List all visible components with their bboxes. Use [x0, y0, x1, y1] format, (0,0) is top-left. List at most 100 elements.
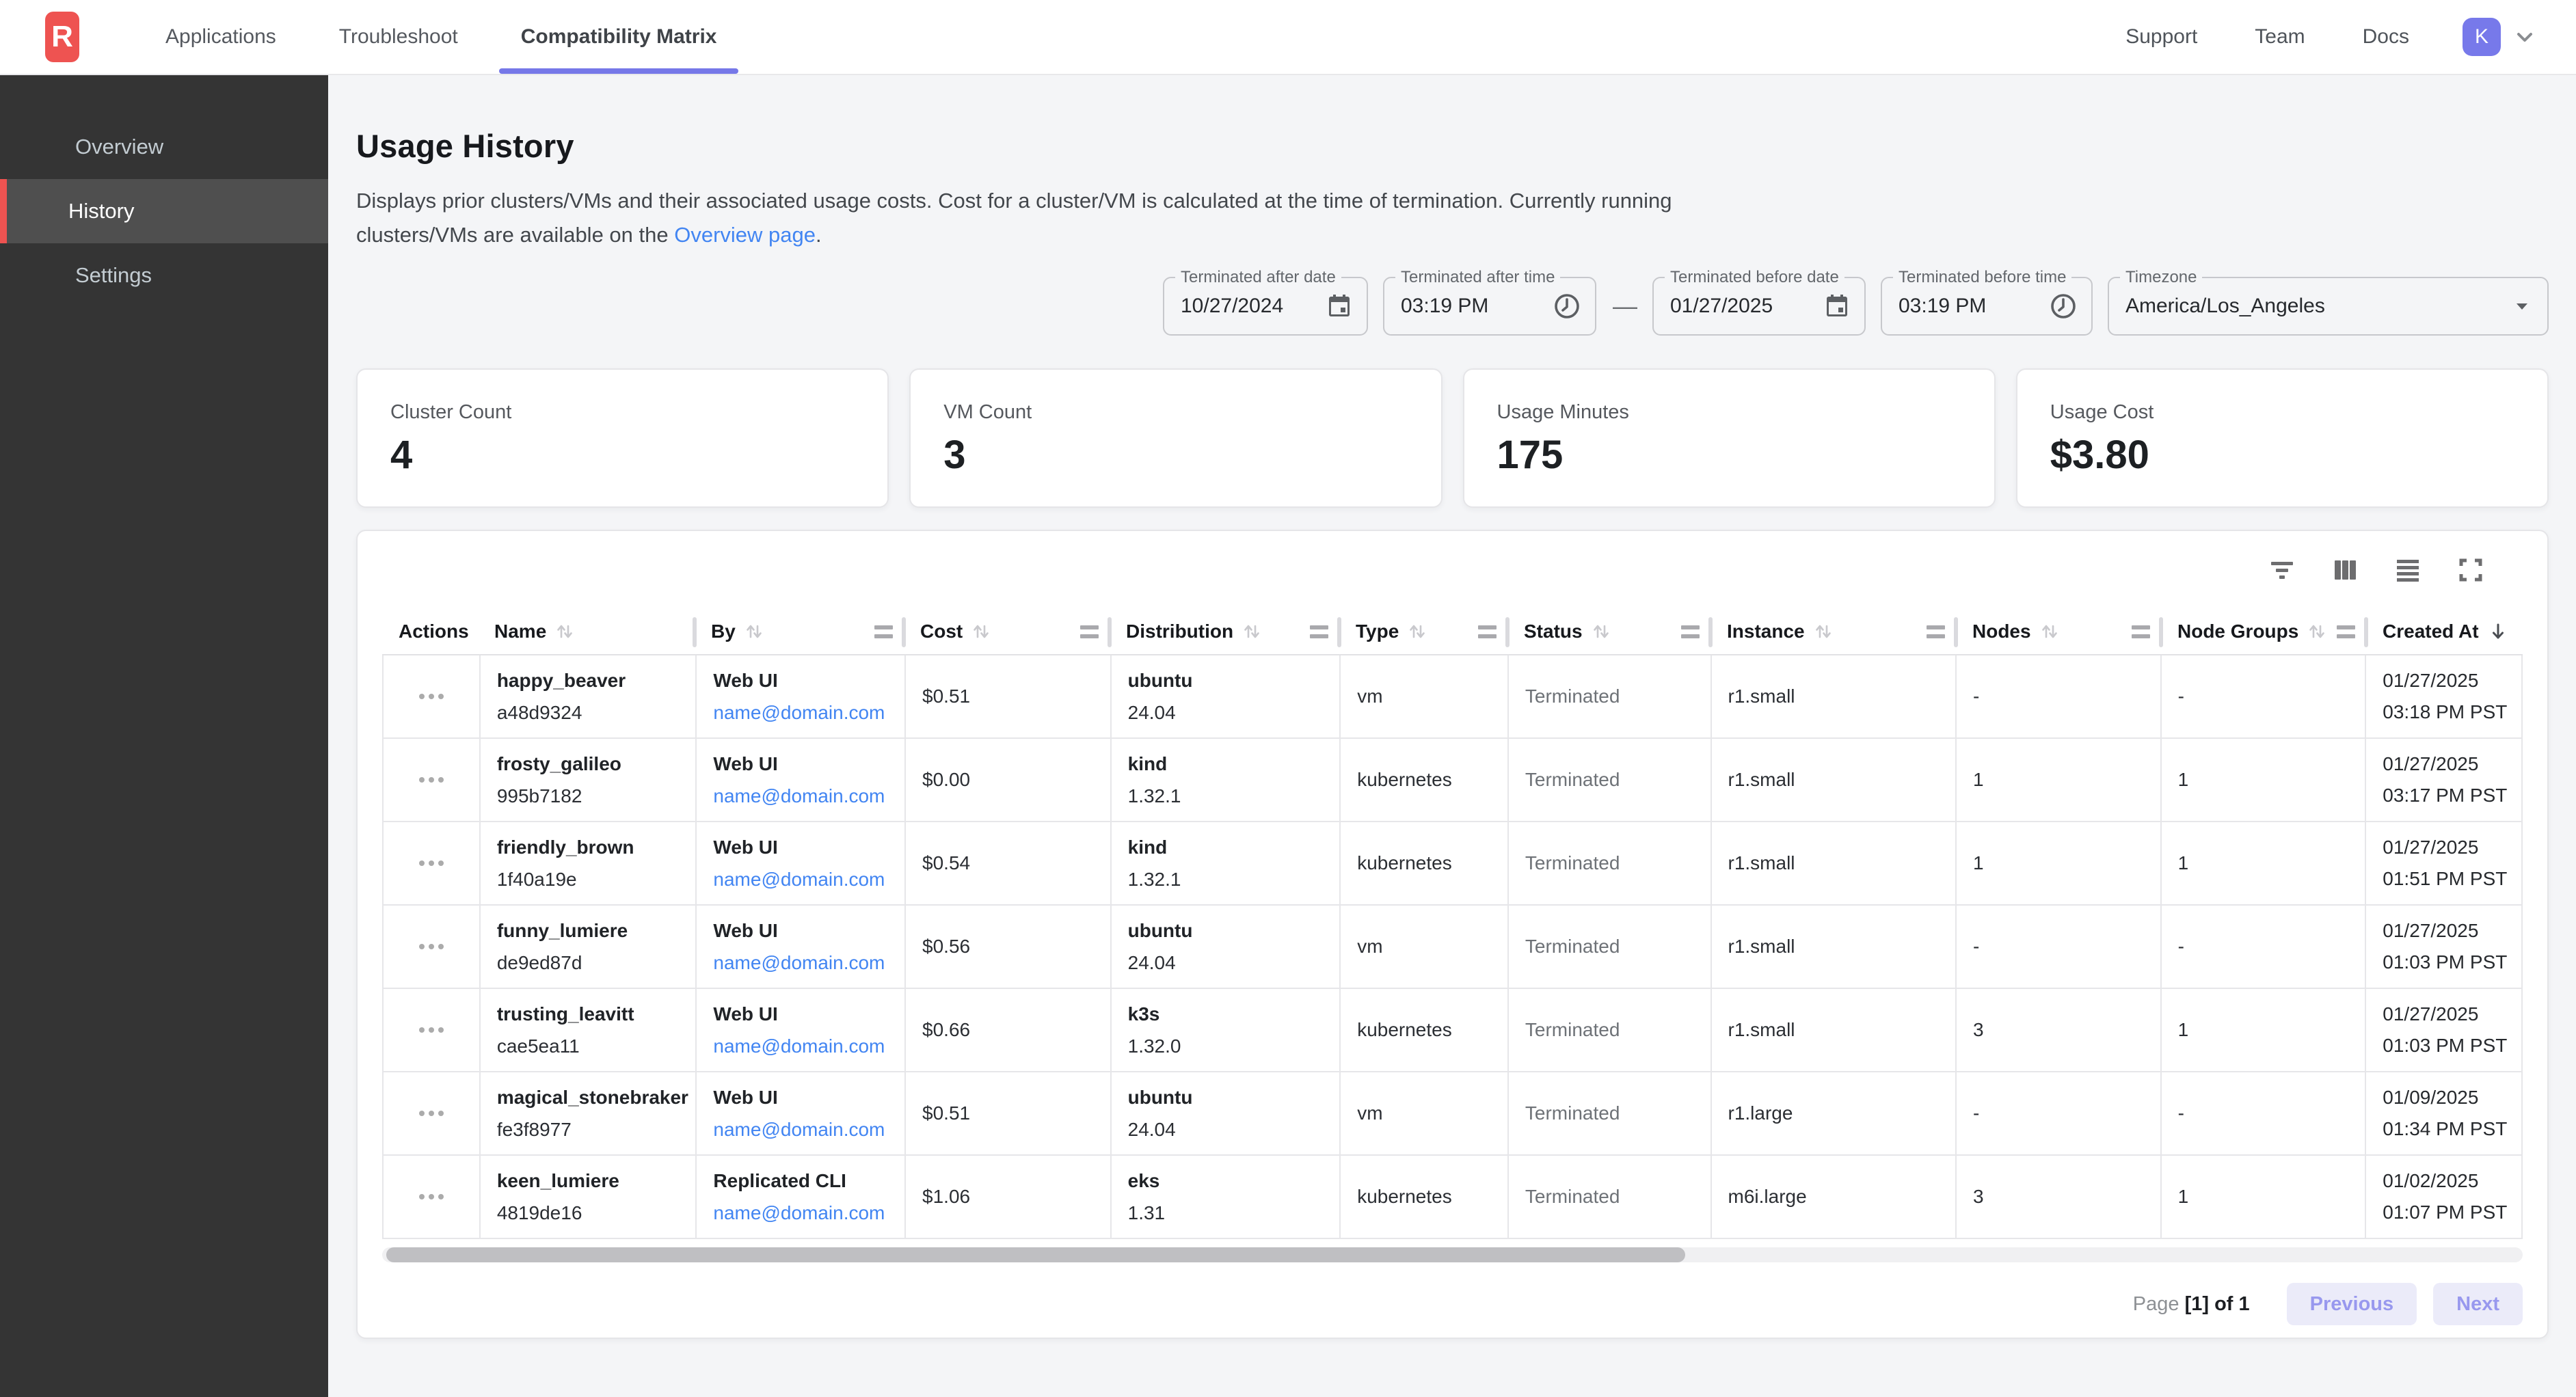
calendar-icon[interactable] [1326, 293, 1353, 320]
calendar-icon[interactable] [1823, 293, 1851, 320]
created-by-source: Web UI [713, 1003, 778, 1025]
column-header-cost[interactable]: Cost [902, 609, 1110, 654]
column-header-by[interactable]: By [693, 609, 904, 654]
sidebar-item-overview[interactable]: Overview [75, 135, 164, 159]
horizontal-scrollbar-thumb[interactable] [386, 1247, 1685, 1262]
row-actions-menu-icon[interactable] [418, 1194, 444, 1199]
next-page-button[interactable]: Next [2433, 1283, 2523, 1325]
tab-troubleshoot[interactable]: Troubleshoot [338, 25, 458, 48]
column-menu-icon[interactable] [2337, 625, 2355, 638]
replicated-logo[interactable]: R [45, 12, 79, 62]
sort-arrows-icon[interactable] [2307, 621, 2327, 642]
created-by-email-link[interactable]: name@domain.com [713, 785, 885, 806]
column-header-created-at[interactable]: Created At [2364, 609, 2523, 654]
field-value[interactable]: 03:19 PM [1899, 295, 1987, 317]
dropdown-arrow-icon[interactable] [2510, 295, 2534, 318]
sort-arrows-icon[interactable] [971, 621, 991, 642]
sort-arrows-icon[interactable] [1813, 621, 1834, 642]
field-value[interactable]: 01/27/2025 [1670, 295, 1773, 317]
created-by-email-link[interactable]: name@domain.com [713, 868, 885, 890]
created-by-email-link[interactable]: name@domain.com [713, 951, 885, 973]
sort-arrows-icon[interactable] [744, 621, 764, 642]
filter-field-terminated-after-time[interactable]: Terminated after time 03:19 PM [1383, 268, 1596, 336]
cost-value: $1.06 [922, 1186, 971, 1207]
columns-icon[interactable] [2330, 555, 2360, 585]
sort-arrows-icon[interactable] [1407, 621, 1427, 642]
column-resize-handle[interactable] [1505, 617, 1510, 647]
created-by-email-link[interactable]: name@domain.com [713, 1118, 885, 1140]
distribution-version: 24.04 [1127, 701, 1176, 723]
row-actions-menu-icon[interactable] [418, 860, 444, 866]
sort-arrows-icon[interactable] [1242, 621, 1262, 642]
column-resize-handle[interactable] [1708, 617, 1713, 647]
sidebar-item-settings[interactable]: Settings [75, 263, 152, 287]
fullscreen-icon[interactable] [2456, 555, 2486, 585]
filter-icon[interactable] [2267, 555, 2297, 585]
column-header-name[interactable]: Name [478, 609, 695, 654]
top-link-docs[interactable]: Docs [2362, 25, 2409, 48]
density-icon[interactable] [2393, 555, 2423, 585]
filter-field-terminated-before-date[interactable]: Terminated before date 01/27/2025 [1652, 268, 1866, 336]
column-header-status[interactable]: Status [1505, 609, 1710, 654]
filter-field-timezone[interactable]: Timezone America/Los_Angeles [2108, 268, 2549, 336]
field-value[interactable]: 10/27/2024 [1181, 295, 1284, 317]
column-menu-icon[interactable] [1478, 625, 1497, 638]
top-link-support[interactable]: Support [2125, 25, 2198, 48]
column-header-node-groups[interactable]: Node Groups [2159, 609, 2366, 654]
previous-page-button[interactable]: Previous [2286, 1283, 2417, 1325]
tab-compatibility-matrix[interactable]: Compatibility Matrix [489, 0, 749, 74]
column-menu-icon[interactable] [1927, 625, 1945, 638]
column-resize-handle[interactable] [1954, 617, 1958, 647]
column-resize-handle[interactable] [902, 617, 906, 647]
created-by-email-link[interactable]: name@domain.com [713, 701, 885, 723]
row-actions-menu-icon[interactable] [418, 694, 444, 699]
row-actions-cell [384, 822, 479, 904]
column-resize-handle[interactable] [1337, 617, 1341, 647]
column-resize-handle[interactable] [693, 617, 697, 647]
clock-icon[interactable] [2049, 292, 2078, 321]
account-menu-button[interactable]: K [2463, 18, 2538, 56]
row-actions-menu-icon[interactable] [418, 777, 444, 783]
column-resize-handle[interactable] [2364, 617, 2368, 647]
field-value[interactable]: 03:19 PM [1401, 295, 1489, 317]
distribution-version: 1.32.0 [1127, 1035, 1181, 1057]
node-groups-value: - [2177, 1102, 2184, 1124]
sort-arrows-icon[interactable] [554, 621, 575, 642]
row-actions-menu-icon[interactable] [418, 1027, 444, 1033]
overview-page-link[interactable]: Overview page [674, 223, 816, 247]
name-cell: trusting_leavitt cae5ea11 [479, 989, 696, 1071]
sort-arrows-icon[interactable] [2039, 621, 2060, 642]
sort-desc-arrow-icon[interactable] [2487, 621, 2509, 642]
cluster-id: 995b7182 [496, 785, 582, 806]
tab-applications[interactable]: Applications [165, 25, 276, 48]
created-by-email-link[interactable]: name@domain.com [713, 1035, 885, 1057]
column-resize-handle[interactable] [2159, 617, 2163, 647]
top-link-team[interactable]: Team [2255, 25, 2305, 48]
column-menu-icon[interactable] [2132, 625, 2150, 638]
column-header-distribution[interactable]: Distribution [1108, 609, 1339, 654]
column-header-nodes[interactable]: Nodes [1954, 609, 2161, 654]
column-header-instance[interactable]: Instance [1708, 609, 1956, 654]
sort-arrows-icon[interactable] [1591, 621, 1611, 642]
column-label: By [711, 621, 736, 642]
status-value: Terminated [1525, 852, 1620, 873]
cluster-name: frosty_galileo [496, 752, 621, 774]
column-menu-icon[interactable] [1080, 625, 1099, 638]
instance-cell: r1.small [1710, 822, 1956, 904]
column-menu-icon[interactable] [1310, 625, 1328, 638]
field-value[interactable]: America/Los_Angeles [2125, 295, 2325, 317]
avatar[interactable]: K [2463, 18, 2501, 56]
column-header-type[interactable]: Type [1337, 609, 1507, 654]
row-actions-menu-icon[interactable] [418, 1111, 444, 1116]
column-menu-icon[interactable] [1681, 625, 1700, 638]
column-label: Status [1524, 621, 1583, 642]
row-actions-menu-icon[interactable] [418, 944, 444, 949]
filter-field-terminated-before-time[interactable]: Terminated before time 03:19 PM [1881, 268, 2093, 336]
column-menu-icon[interactable] [874, 625, 893, 638]
filter-field-terminated-after-date[interactable]: Terminated after date 10/27/2024 [1163, 268, 1368, 336]
by-cell: Replicated CLI name@domain.com [695, 1156, 904, 1238]
column-resize-handle[interactable] [1108, 617, 1112, 647]
created-by-email-link[interactable]: name@domain.com [713, 1202, 885, 1223]
sidebar-item-history[interactable]: History [0, 179, 328, 243]
clock-icon[interactable] [1553, 292, 1581, 321]
